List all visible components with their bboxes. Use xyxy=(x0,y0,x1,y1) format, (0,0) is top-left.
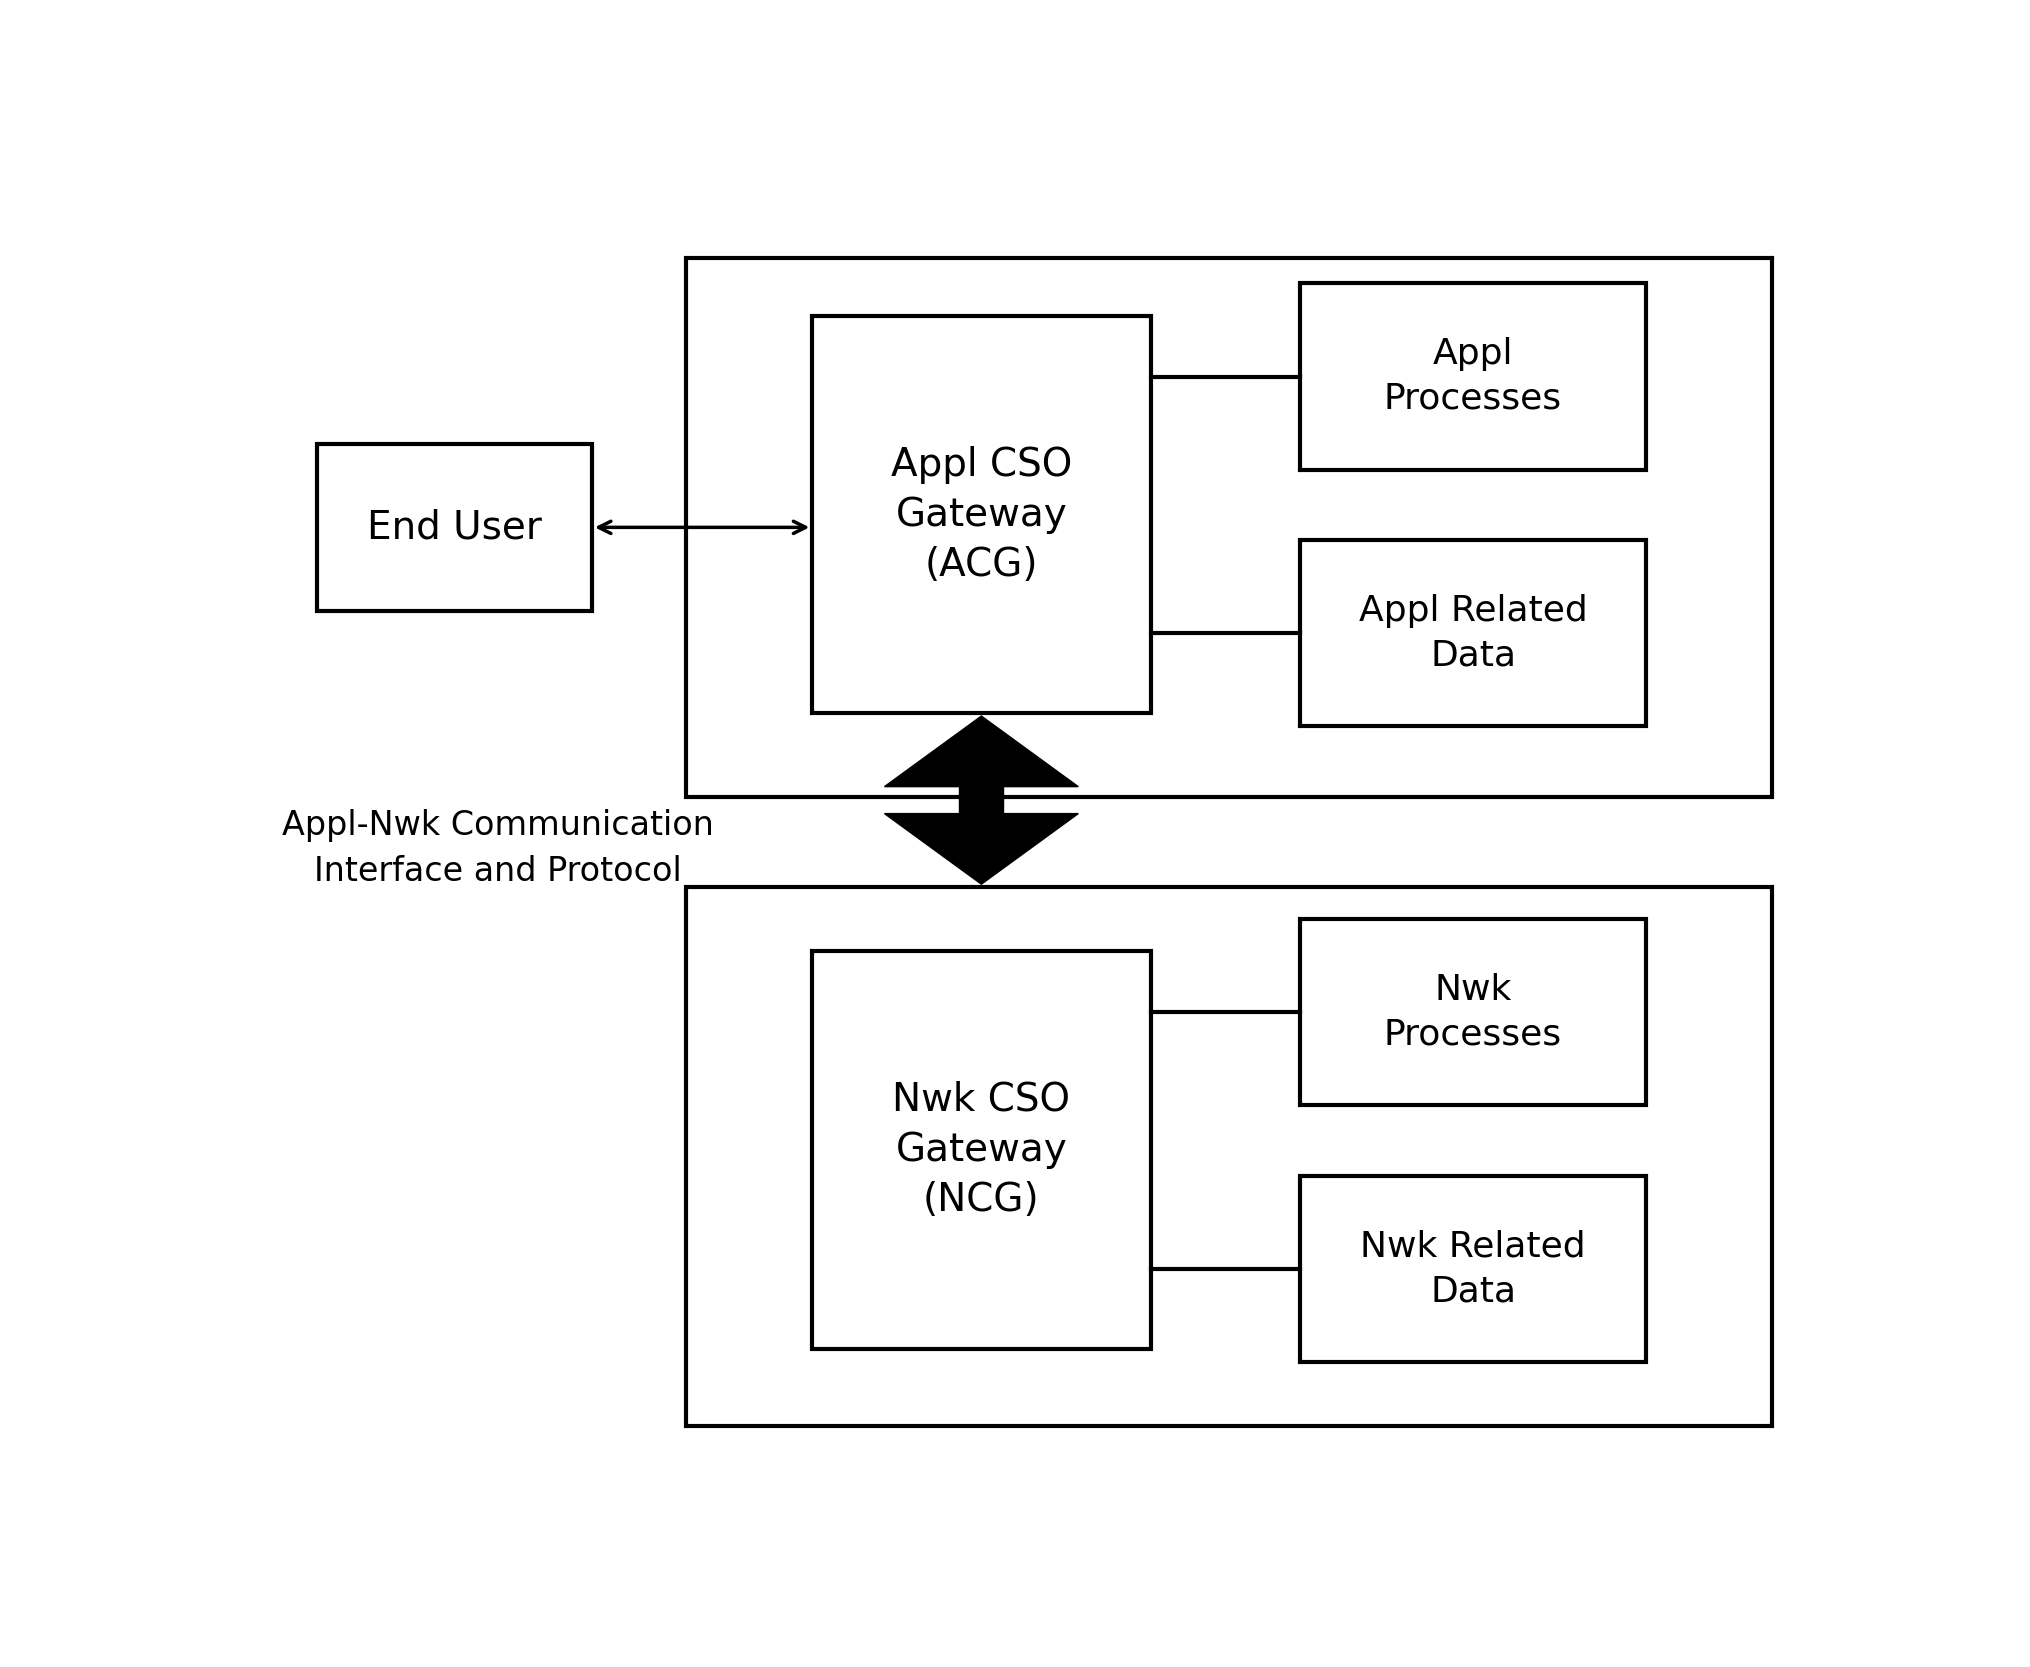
Bar xyxy=(1299,919,1646,1105)
Polygon shape xyxy=(885,717,1078,787)
Text: Appl-Nwk Communication
Interface and Protocol: Appl-Nwk Communication Interface and Pro… xyxy=(282,808,713,889)
Bar xyxy=(1299,1175,1646,1362)
Text: Nwk
Processes: Nwk Processes xyxy=(1384,972,1561,1052)
Bar xyxy=(686,258,1772,797)
Bar xyxy=(812,315,1151,713)
Text: Nwk CSO
Gateway
(NCG): Nwk CSO Gateway (NCG) xyxy=(893,1080,1070,1219)
Text: Appl CSO
Gateway
(ACG): Appl CSO Gateway (ACG) xyxy=(891,445,1072,583)
Text: Nwk Related
Data: Nwk Related Data xyxy=(1360,1229,1585,1309)
Polygon shape xyxy=(885,813,1078,884)
Text: Appl Related
Data: Appl Related Data xyxy=(1358,593,1587,673)
Text: Appl
Processes: Appl Processes xyxy=(1384,337,1561,417)
Bar xyxy=(317,443,593,610)
Text: End User: End User xyxy=(367,508,542,547)
Bar xyxy=(812,950,1151,1349)
Bar xyxy=(686,887,1772,1425)
Bar xyxy=(1299,540,1646,727)
Bar xyxy=(1299,283,1646,470)
